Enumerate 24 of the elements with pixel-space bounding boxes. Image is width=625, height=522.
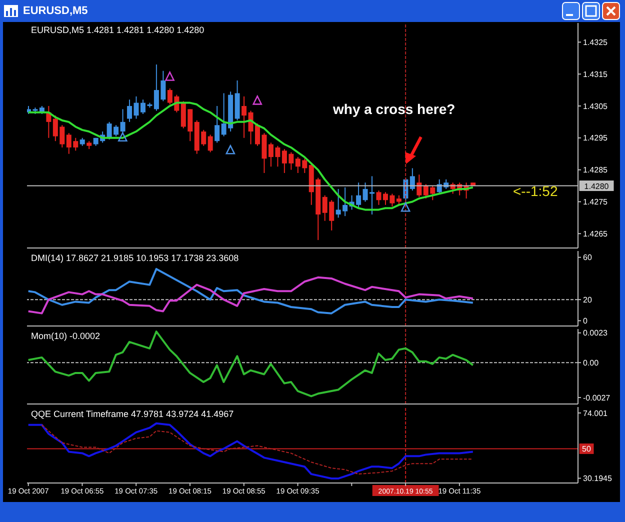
y-tick-label: 30.1945 xyxy=(583,474,612,484)
chart-subtitle: EURUSD,M5 1.4281 1.4281 1.4280 1.4280 xyxy=(31,25,204,35)
y-tick-label: 0.0023 xyxy=(583,328,608,338)
chart-title: Mom(10) -0.0002 xyxy=(31,331,100,341)
y-tick-label: -0.0027 xyxy=(583,393,611,402)
y-tick-label: 1.4325 xyxy=(583,38,608,47)
y-tick-label: 74.001 xyxy=(583,408,608,418)
y-tick-label: 1.4305 xyxy=(583,102,608,111)
y-tick-label: 60 xyxy=(583,253,592,262)
annotation: why a cross here? xyxy=(333,101,456,117)
ref-line-label: 1.4280 xyxy=(584,182,610,191)
y-tick-label: 1.4275 xyxy=(583,198,608,207)
y-tick-label: 0.00 xyxy=(583,358,600,368)
y-tick-label: 1.4285 xyxy=(583,166,608,175)
y-tick-label: 0 xyxy=(583,316,588,326)
chart-title: EURUSD,M5 xyxy=(23,5,88,17)
ref-line-label: 50 xyxy=(582,444,592,454)
annotation: <--1:52 xyxy=(513,183,558,199)
chart-title: DMI(14) 17.8627 21.9185 10.1953 17.1738 23.3608 xyxy=(31,253,239,263)
y-tick-label: 1.4295 xyxy=(583,134,608,143)
chart-title: QQE Current Timeframe 47.9781 43.9724 41.4967 xyxy=(31,409,234,419)
y-tick-label: 1.4265 xyxy=(583,229,608,238)
y-tick-label: 1.4315 xyxy=(583,70,608,79)
y-tick-label: 20 xyxy=(583,295,592,304)
